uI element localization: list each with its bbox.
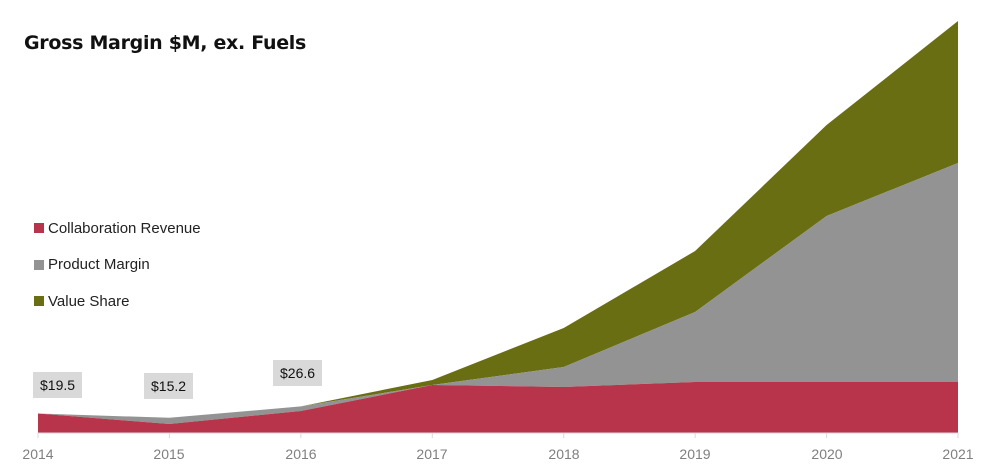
legend-label-collaboration-revenue: Collaboration Revenue (48, 219, 201, 237)
chart-title: Gross Margin $M, ex. Fuels (24, 32, 307, 54)
x-tick-label-2017: 2017 (416, 446, 448, 462)
legend-item-product-margin: Product Margin (34, 256, 201, 274)
x-tick-label-2016: 2016 (285, 446, 317, 462)
legend-item-collaboration-revenue: Collaboration Revenue (34, 219, 201, 237)
area-value-share (38, 21, 958, 418)
legend: Collaboration Revenue Product Margin Val… (34, 219, 201, 329)
callout-2014: $19.5 (33, 372, 83, 398)
x-tick-label-2015: 2015 (153, 446, 185, 462)
legend-item-value-share: Value Share (34, 292, 201, 310)
legend-label-product-margin: Product Margin (48, 256, 150, 273)
x-tick-label-2019: 2019 (679, 446, 711, 462)
x-tick-label-2014: 2014 (22, 446, 54, 462)
legend-label-value-share: Value Share (48, 292, 130, 310)
callout-2015: $15.2 (144, 373, 194, 399)
area-product-margin (38, 163, 958, 424)
legend-swatch-collaboration-revenue (34, 223, 44, 233)
x-tick-label-2020: 2020 (811, 446, 843, 462)
area-layers (38, 21, 958, 433)
x-tick-label-2021: 2021 (942, 446, 974, 462)
callout-2016: $26.6 (273, 360, 323, 386)
legend-swatch-product-margin (34, 259, 44, 270)
x-tick-label-2018: 2018 (548, 446, 580, 462)
area-collaboration-revenue (38, 382, 958, 433)
legend-swatch-value-share (34, 296, 44, 306)
x-axis-ticks (37, 433, 959, 438)
